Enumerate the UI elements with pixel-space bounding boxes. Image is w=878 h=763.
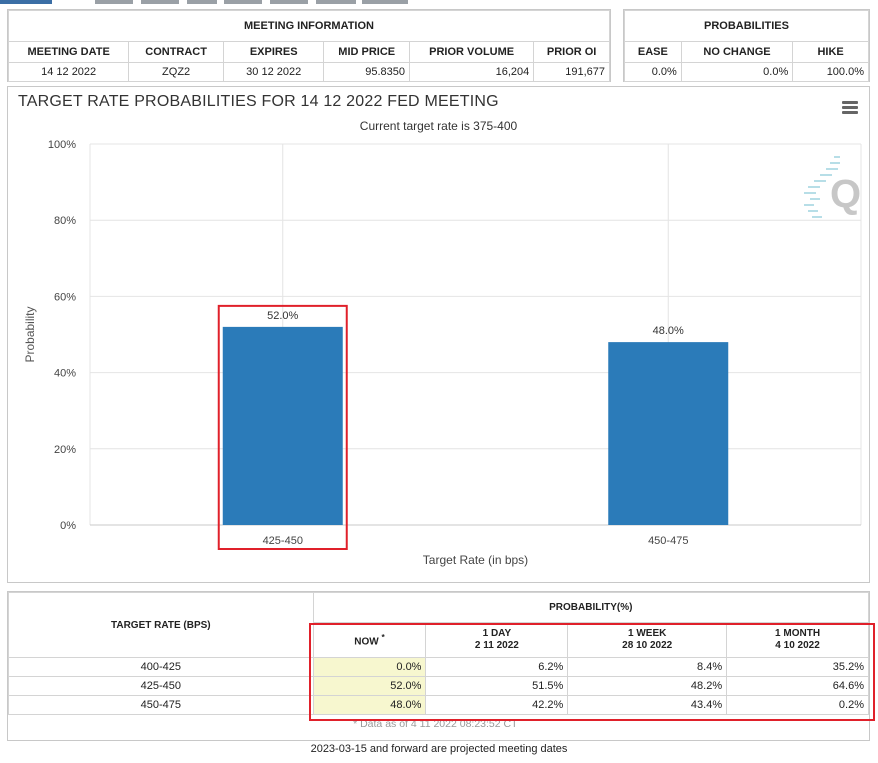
- col-1-month: 1 MONTH 4 10 2022: [726, 622, 869, 658]
- probabilities-caption: PROBABILITIES: [624, 10, 869, 42]
- y-tick-label: 0%: [60, 520, 76, 532]
- col-1-day-date: 2 11 2022: [474, 640, 519, 651]
- no-change-value: 0.0%: [680, 62, 794, 82]
- month-cell: 64.6%: [726, 676, 869, 696]
- now-cell: 48.0%: [312, 695, 427, 715]
- month-cell: 35.2%: [726, 657, 869, 677]
- mid-price-value: 95.8350: [323, 62, 411, 82]
- week-cell: 43.4%: [567, 695, 728, 715]
- tab-stub-active[interactable]: [0, 0, 52, 4]
- now-marker: *: [381, 632, 385, 643]
- target-rate-header: TARGET RATE (BPS): [8, 592, 314, 658]
- prior-oi-value: 191,677: [533, 62, 610, 82]
- bar-highlight-box: [217, 304, 348, 550]
- meeting-information-caption: MEETING INFORMATION: [8, 10, 610, 42]
- tab-stub[interactable]: [316, 0, 356, 4]
- month-cell: 0.2%: [726, 695, 869, 715]
- probability-bar-chart: 0% 20% 40% 60% 80% 100% 52.0% 425-450 48.0% 450-4…: [23, 139, 862, 567]
- week-cell: 8.4%: [567, 657, 728, 677]
- meeting-information-panel: MEETING INFORMATION MEETING DATE CONTRAC…: [7, 9, 611, 82]
- probability-table: TARGET RATE (BPS) PROBABILITY(%) NOW * 1…: [8, 592, 870, 734]
- ease-value: 0.0%: [624, 62, 682, 82]
- meeting-date-value: 14 12 2022: [7, 62, 130, 82]
- cme-q-logo-icon: Q: [804, 156, 861, 218]
- contract-value: ZQZ2: [128, 62, 224, 82]
- tab-stub[interactable]: [95, 0, 133, 4]
- col-meeting-date: MEETING DATE: [7, 41, 130, 63]
- chart-panel: 0% 20% 40% 60% 80% 100% 52.0% 425-450 48.0% 450-4…: [7, 86, 870, 583]
- table-row: 450-475 48.0% 42.2% 43.4% 0.2%: [8, 695, 869, 715]
- y-tick-label: 80%: [54, 215, 76, 227]
- bar-data-label: 52.0%: [267, 310, 298, 322]
- prior-volume-value: 16,204: [409, 62, 535, 82]
- col-1-month-date: 4 10 2022: [775, 640, 820, 651]
- day-cell: 6.2%: [425, 657, 569, 677]
- chart-title: TARGET RATE PROBABILITIES FOR 14 12 2022…: [18, 93, 499, 110]
- col-prior-volume: PRIOR VOLUME: [409, 41, 535, 63]
- col-1-week-date: 28 10 2022: [622, 640, 673, 651]
- col-1-day-label: 1 DAY: [482, 628, 512, 639]
- col-1-week: 1 WEEK 28 10 2022: [567, 622, 728, 658]
- meeting-information-table: MEETING INFORMATION MEETING DATE CONTRAC…: [7, 10, 610, 82]
- day-cell: 42.2%: [425, 695, 569, 715]
- rate-cell: 450-475: [8, 695, 314, 715]
- tab-stub[interactable]: [224, 0, 262, 4]
- projected-dates-footnote: 2023-03-15 and forward are projected mee…: [310, 743, 568, 755]
- x-axis-title: Target Rate (in bps): [423, 553, 528, 567]
- now-cell: 52.0%: [312, 676, 427, 696]
- col-expires: EXPIRES: [222, 41, 325, 63]
- rate-cell: 425-450: [8, 676, 314, 696]
- y-tick-label: 60%: [54, 291, 76, 303]
- col-1-week-label: 1 WEEK: [628, 628, 667, 639]
- tab-stub[interactable]: [362, 0, 408, 4]
- table-row: 425-450 52.0% 51.5% 48.2% 64.6%: [8, 676, 869, 696]
- y-tick-label: 40%: [54, 368, 76, 380]
- probability-header: PROBABILITY(%): [312, 592, 870, 623]
- col-contract: CONTRACT: [128, 41, 224, 63]
- rate-cell: 400-425: [8, 657, 314, 677]
- probabilities-table: PROBABILITIES EASE NO CHANGE HIKE 0.0% 0…: [624, 10, 869, 82]
- bar-450-475: [608, 342, 729, 525]
- x-tick-label: 450-475: [648, 535, 688, 547]
- col-1-month-label: 1 MONTH: [775, 628, 821, 639]
- hike-value: 100.0%: [792, 62, 869, 82]
- probability-table-panel: TARGET RATE (BPS) PROBABILITY(%) NOW * 1…: [7, 591, 875, 741]
- tab-stub[interactable]: [270, 0, 308, 4]
- col-now-label: NOW: [354, 636, 379, 648]
- now-cell: 0.0%: [312, 657, 427, 677]
- table-row: 400-425 0.0% 6.2% 8.4% 35.2%: [8, 657, 869, 677]
- col-ease: EASE: [624, 41, 682, 63]
- svg-text:Q: Q: [830, 172, 861, 216]
- hamburger-menu-icon[interactable]: [842, 101, 858, 114]
- chart-subtitle: Current target rate is 375-400: [359, 119, 518, 133]
- x-tick-label: 425-450: [263, 535, 303, 547]
- bar-425-450: [222, 326, 343, 525]
- col-mid-price: MID PRICE: [323, 41, 411, 63]
- y-tick-label: 100%: [48, 139, 76, 151]
- col-no-change: NO CHANGE: [680, 41, 794, 63]
- day-cell: 51.5%: [425, 676, 569, 696]
- col-prior-oi: PRIOR OI: [533, 41, 610, 63]
- col-hike: HIKE: [792, 41, 869, 63]
- col-1-day: 1 DAY 2 11 2022: [425, 622, 569, 658]
- tab-stub[interactable]: [187, 0, 217, 4]
- bar-data-label: 48.0%: [653, 325, 684, 337]
- tab-stub[interactable]: [141, 0, 179, 4]
- week-cell: 48.2%: [567, 676, 728, 696]
- y-tick-label: 20%: [54, 444, 76, 456]
- col-now: NOW *: [312, 622, 427, 658]
- expires-value: 30 12 2022: [222, 62, 325, 82]
- probabilities-panel: PROBABILITIES EASE NO CHANGE HIKE 0.0% 0…: [623, 9, 870, 82]
- data-as-of-note: * Data as of 4 11 2022 08:23:52 CT: [353, 718, 518, 731]
- y-axis-title: Probability: [23, 306, 37, 362]
